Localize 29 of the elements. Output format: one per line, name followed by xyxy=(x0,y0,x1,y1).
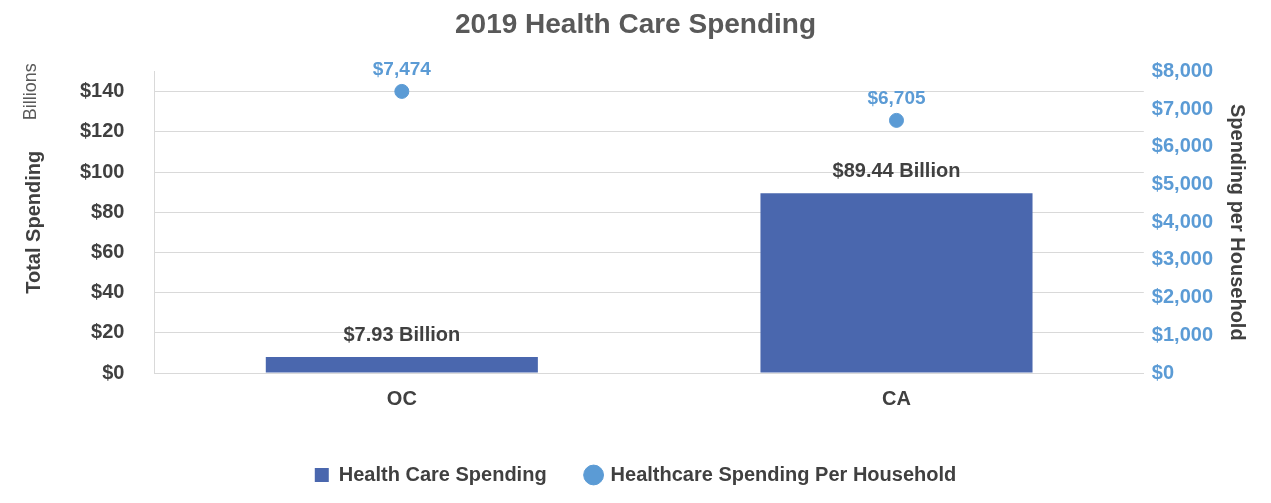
y-tick-label: $100 xyxy=(79,159,125,182)
y2-tick-label: $4,000 xyxy=(1151,209,1213,232)
x-tick-label: CA xyxy=(882,386,911,409)
data-label: $7,474 xyxy=(372,58,432,80)
y2-tick-label: $2,000 xyxy=(1151,285,1213,308)
text: Billions xyxy=(19,63,40,121)
chart-title: 2019 Health Care Spending xyxy=(454,7,817,39)
y2-tick-label: $0 xyxy=(1151,360,1175,383)
legend-label: Healthcare Spending Per Household xyxy=(610,462,957,485)
y-tick-label: $20 xyxy=(91,320,125,343)
y-axis-title: Total Spending xyxy=(21,150,44,294)
data-label: $6,705 xyxy=(867,87,926,109)
y2-tick-label: $6,000 xyxy=(1151,134,1213,157)
data-label: $7.93 Billion xyxy=(343,322,461,345)
y-tick-label: $140 xyxy=(79,79,125,102)
y-tick-label: $80 xyxy=(91,199,125,222)
y2-axis-title: Spending per Household xyxy=(1227,103,1250,341)
y-tick-label: $120 xyxy=(79,119,125,142)
x-tick-label: OC xyxy=(386,386,417,409)
y2-tick-label: $8,000 xyxy=(1151,59,1213,82)
y-tick-label: $60 xyxy=(91,239,125,262)
y-tick-label: $40 xyxy=(91,280,125,303)
y-tick-label: $0 xyxy=(102,360,125,383)
y2-tick-label: $3,000 xyxy=(1151,247,1213,270)
y2-tick-label: $5,000 xyxy=(1151,172,1213,195)
data-label: $89.44 Billion xyxy=(832,158,961,181)
y2-tick-label: $7,000 xyxy=(1151,96,1213,119)
legend-label: Health Care Spending xyxy=(338,462,547,485)
y2-tick-label: $1,000 xyxy=(1151,322,1213,345)
